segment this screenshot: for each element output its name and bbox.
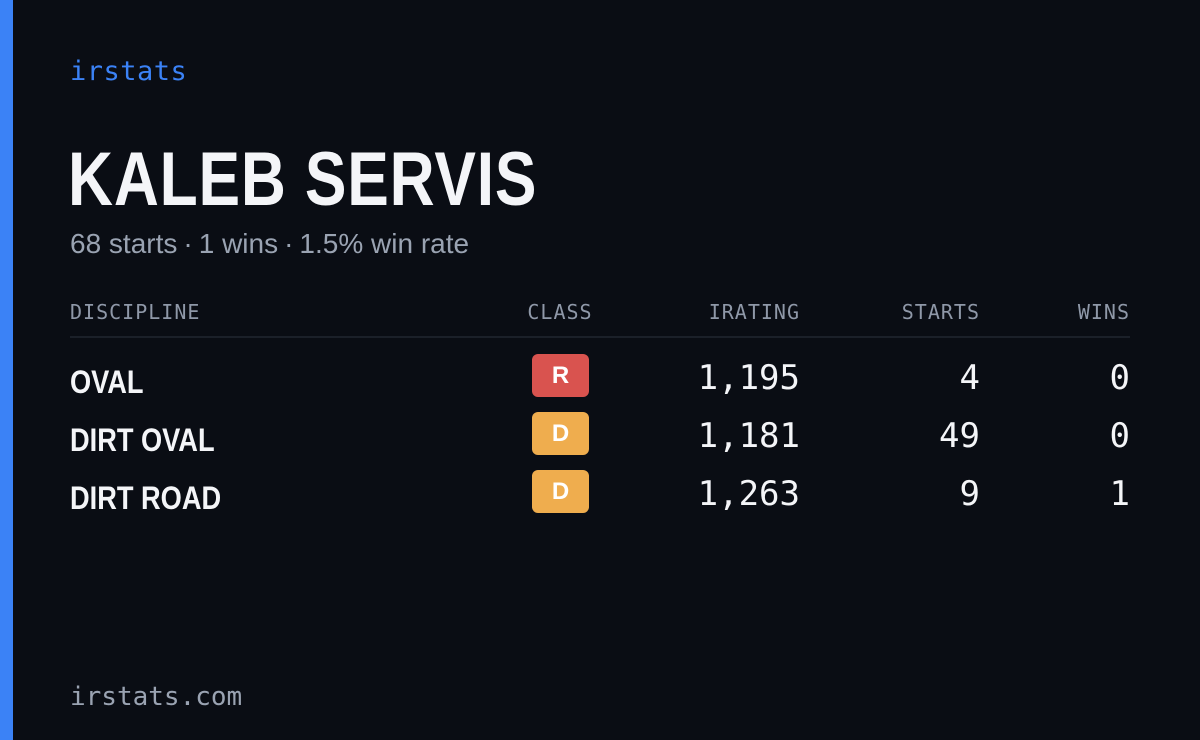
header-wins: WINS	[1077, 300, 1130, 324]
license-class-badge: R	[532, 354, 589, 397]
discipline-name: OVAL	[70, 364, 144, 400]
table-header: DISCIPLINE CLASS IRATING STARTS WINS	[70, 296, 1130, 338]
summary-starts: 68 starts	[70, 228, 178, 259]
irating-value: 1,263	[697, 474, 800, 514]
license-class-badge: D	[532, 470, 589, 513]
starts-value: 9	[959, 474, 980, 514]
header-discipline: DISCIPLINE	[70, 300, 201, 324]
header-class: CLASS	[527, 300, 593, 324]
driver-name: KALEB SERVIS	[68, 137, 538, 222]
footer-domain[interactable]: irstats.com	[70, 682, 243, 712]
wins-value: 1	[1109, 474, 1130, 514]
wins-value: 0	[1109, 416, 1130, 456]
driver-summary: 68 starts · 1 wins · 1.5% win rate	[70, 228, 469, 260]
starts-value: 49	[939, 416, 980, 456]
discipline-stats-table: DISCIPLINE CLASS IRATING STARTS WINS OVA…	[70, 296, 1130, 528]
header-starts: STARTS	[901, 300, 980, 324]
table-body: OVAL R 1,195 4 0 DIRT OVAL D 1,181 49 0 …	[70, 338, 1130, 528]
table-row: OVAL R 1,195 4 0	[70, 354, 1130, 412]
brand-logo-text[interactable]: irstats	[70, 56, 188, 87]
discipline-name: DIRT OVAL	[70, 422, 215, 458]
summary-separator: ·	[284, 228, 294, 259]
wins-value: 0	[1109, 358, 1130, 398]
license-class-badge: D	[532, 412, 589, 455]
starts-value: 4	[959, 358, 980, 398]
summary-wins: 1 wins	[198, 228, 279, 259]
irating-value: 1,195	[697, 358, 800, 398]
summary-separator: ·	[183, 228, 193, 259]
accent-bar	[0, 0, 13, 740]
irating-value: 1,181	[697, 416, 800, 456]
summary-win-rate: 1.5% win rate	[299, 228, 470, 259]
table-row: DIRT OVAL D 1,181 49 0	[70, 412, 1130, 470]
discipline-name: DIRT ROAD	[70, 480, 222, 516]
table-row: DIRT ROAD D 1,263 9 1	[70, 470, 1130, 528]
header-irating: IRATING	[708, 300, 800, 324]
